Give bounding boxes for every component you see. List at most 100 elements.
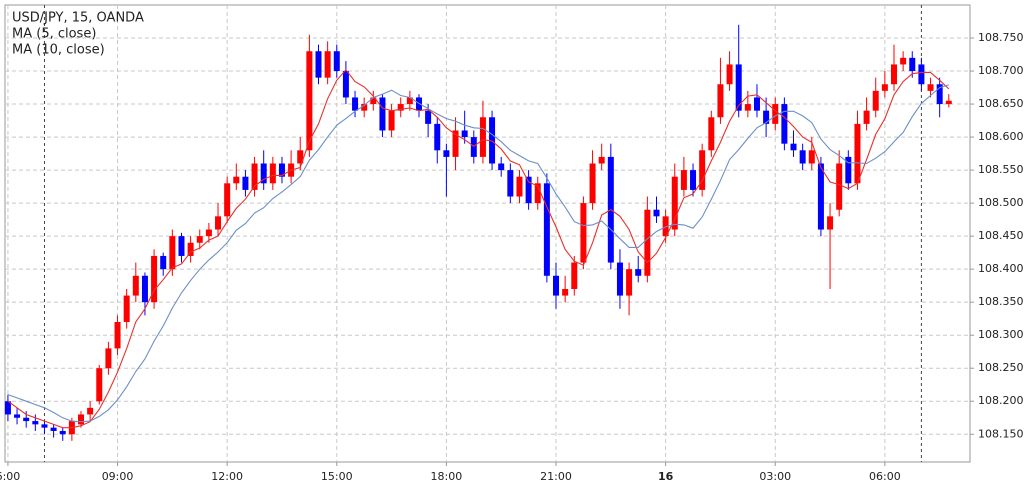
candle-body [890, 64, 897, 85]
candle-body [132, 275, 139, 296]
candle-body [900, 57, 907, 65]
candle-body [406, 97, 413, 105]
candle-body [854, 123, 861, 184]
candle-body [836, 163, 843, 210]
candle-body [434, 123, 441, 151]
candle-body [571, 262, 578, 289]
candle-body [598, 156, 605, 164]
candle-body [370, 97, 377, 105]
candle-body [781, 104, 788, 144]
candle-body [41, 424, 48, 428]
candle-body [808, 150, 815, 164]
y-tick-label: 108.350 [978, 295, 1024, 308]
legend-entry: MA (5, close) [12, 27, 96, 42]
candle-body [708, 117, 715, 151]
grid [5, 5, 970, 462]
candle-body [753, 97, 760, 111]
candle-body [644, 209, 651, 276]
candle-body [196, 236, 203, 243]
y-tick-label: 108.450 [978, 229, 1024, 242]
candle-body [388, 110, 395, 131]
candle-body [187, 242, 194, 256]
candle-body [470, 137, 477, 157]
candle-body [671, 176, 678, 230]
candle-body [772, 104, 779, 124]
candle-body [123, 295, 130, 322]
candle-body [690, 170, 697, 190]
candle-body [881, 84, 888, 91]
candle-body [918, 64, 925, 85]
candle-body [507, 170, 514, 197]
candle-body [845, 156, 852, 184]
candle-body [169, 236, 176, 270]
candle-body [59, 430, 66, 435]
candle-body [443, 150, 450, 157]
candle-body [653, 209, 660, 217]
y-tick-label: 108.550 [978, 163, 1024, 176]
candle-body [96, 368, 103, 402]
candle-body [397, 104, 404, 111]
ma-line [7, 84, 949, 423]
x-tick-label: 15:00 [321, 470, 353, 483]
candle-body [717, 84, 724, 118]
x-tick-label: 18:00 [431, 470, 463, 483]
candle-body [735, 64, 742, 111]
candle-body [105, 348, 112, 369]
x-tick-label: 6:00 [0, 470, 20, 483]
candle-body [479, 117, 486, 157]
candle-body [589, 163, 596, 204]
candle-body [242, 176, 249, 190]
candle-body [87, 407, 94, 415]
candle-body [744, 104, 751, 111]
labels: 108.150 108.200 108.250 108.300 108.350 108.4… [0, 31, 1024, 483]
candle-body [763, 110, 770, 124]
candle-body [415, 97, 422, 111]
candle-body [233, 176, 240, 184]
x-tick-label: 12:00 [211, 470, 243, 483]
candle-body [489, 117, 496, 164]
candle-body [315, 51, 322, 78]
candle-body [543, 183, 550, 276]
candle-body [14, 414, 21, 418]
x-tick-label: 03:00 [759, 470, 791, 483]
candle-body [151, 255, 158, 303]
y-tick-label: 108.400 [978, 262, 1024, 275]
candle-body [680, 170, 687, 190]
candle-body [635, 269, 642, 276]
candle-body [4, 401, 11, 415]
candle-body [580, 203, 587, 263]
candle-body [23, 417, 30, 422]
candle-body [461, 130, 468, 138]
candle-body [945, 100, 952, 105]
x-tick-label: 06:00 [869, 470, 901, 483]
candle-body [50, 427, 57, 431]
candle-body [562, 288, 569, 296]
candle-body [297, 150, 304, 164]
y-tick-label: 108.650 [978, 97, 1024, 110]
candle-body [662, 216, 669, 237]
legend-entry: MA (10, close) [12, 43, 105, 58]
candle-body [909, 57, 916, 72]
x-tick-label: 21:00 [540, 470, 572, 483]
candle-body [269, 163, 276, 184]
candle-body [215, 216, 222, 230]
y-tick-label: 108.700 [978, 64, 1024, 77]
candle-body [278, 163, 285, 177]
candle-body [205, 229, 212, 237]
candle-body [78, 414, 85, 425]
y-tick-label: 108.600 [978, 130, 1024, 143]
candle-body [827, 216, 834, 230]
candle-body [498, 163, 505, 171]
candle-body [452, 130, 459, 157]
candle-body [361, 104, 368, 111]
candle-body [260, 163, 267, 184]
candle-body [141, 275, 148, 303]
y-tick-label: 108.250 [978, 361, 1024, 374]
candle-body [790, 143, 797, 151]
y-tick-label: 108.500 [978, 196, 1024, 209]
candle-body [553, 275, 560, 296]
candle-body [333, 51, 340, 72]
candle-body [342, 71, 349, 98]
candle-body [817, 163, 824, 230]
